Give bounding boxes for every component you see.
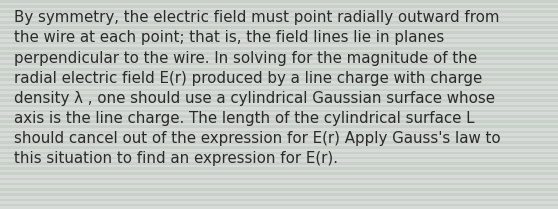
- Bar: [0, 167, 558, 170]
- Bar: [0, 141, 558, 144]
- Bar: [0, 201, 558, 204]
- Bar: [0, 144, 558, 146]
- Text: By symmetry, the electric field must point radially outward from
the wire at eac: By symmetry, the electric field must poi…: [14, 10, 501, 166]
- Bar: [0, 81, 558, 84]
- Bar: [0, 5, 558, 8]
- Bar: [0, 8, 558, 10]
- Bar: [0, 117, 558, 120]
- Bar: [0, 13, 558, 16]
- Bar: [0, 149, 558, 152]
- Bar: [0, 24, 558, 26]
- Bar: [0, 102, 558, 104]
- Bar: [0, 68, 558, 71]
- Bar: [0, 175, 558, 178]
- Bar: [0, 193, 558, 196]
- Bar: [0, 152, 558, 154]
- Bar: [0, 204, 558, 206]
- Bar: [0, 63, 558, 65]
- Bar: [0, 154, 558, 157]
- Bar: [0, 86, 558, 89]
- Bar: [0, 180, 558, 183]
- Bar: [0, 0, 558, 3]
- Bar: [0, 123, 558, 125]
- Bar: [0, 37, 558, 39]
- Bar: [0, 52, 558, 55]
- Bar: [0, 188, 558, 191]
- Bar: [0, 16, 558, 18]
- Bar: [0, 21, 558, 23]
- Bar: [0, 34, 558, 37]
- Bar: [0, 92, 558, 94]
- Bar: [0, 39, 558, 42]
- Bar: [0, 165, 558, 167]
- Bar: [0, 29, 558, 31]
- Bar: [0, 47, 558, 50]
- Bar: [0, 10, 558, 13]
- Bar: [0, 191, 558, 193]
- Bar: [0, 84, 558, 86]
- Bar: [0, 76, 558, 78]
- Bar: [0, 104, 558, 107]
- Bar: [0, 115, 558, 117]
- Bar: [0, 3, 558, 5]
- Bar: [0, 110, 558, 112]
- Bar: [0, 57, 558, 60]
- Bar: [0, 50, 558, 52]
- Bar: [0, 178, 558, 180]
- Bar: [0, 107, 558, 110]
- Bar: [0, 146, 558, 149]
- Bar: [0, 133, 558, 136]
- Bar: [0, 31, 558, 34]
- Bar: [0, 128, 558, 131]
- Bar: [0, 206, 558, 209]
- Bar: [0, 71, 558, 73]
- Bar: [0, 120, 558, 123]
- Bar: [0, 42, 558, 45]
- Bar: [0, 159, 558, 162]
- Bar: [0, 60, 558, 63]
- Bar: [0, 125, 558, 128]
- Bar: [0, 131, 558, 133]
- Bar: [0, 97, 558, 99]
- Bar: [0, 18, 558, 21]
- Bar: [0, 89, 558, 92]
- Bar: [0, 139, 558, 141]
- Bar: [0, 172, 558, 175]
- Bar: [0, 162, 558, 165]
- Bar: [0, 186, 558, 188]
- Bar: [0, 112, 558, 115]
- Bar: [0, 136, 558, 138]
- Bar: [0, 170, 558, 172]
- Bar: [0, 94, 558, 97]
- Bar: [0, 73, 558, 76]
- Bar: [0, 26, 558, 29]
- Bar: [0, 99, 558, 102]
- Bar: [0, 65, 558, 68]
- Bar: [0, 45, 558, 47]
- Bar: [0, 157, 558, 159]
- Bar: [0, 196, 558, 199]
- Bar: [0, 183, 558, 186]
- Bar: [0, 199, 558, 201]
- Bar: [0, 78, 558, 81]
- Bar: [0, 55, 558, 57]
